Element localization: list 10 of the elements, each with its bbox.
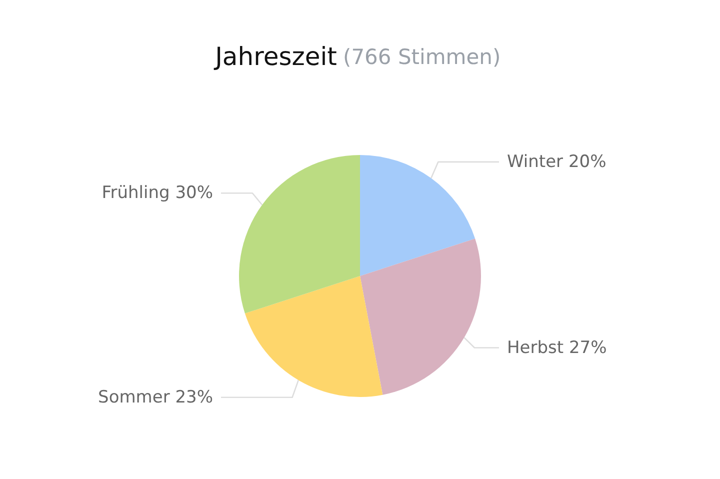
pie-slice bbox=[360, 155, 476, 276]
slice-label: Sommer 23% bbox=[98, 387, 213, 408]
chart-subtitle: (766 Stimmen) bbox=[343, 45, 501, 69]
pie-slice bbox=[239, 155, 360, 314]
slice-label: Winter 20% bbox=[507, 152, 606, 172]
slice-label: Herbst 27% bbox=[507, 338, 607, 358]
pie-slice bbox=[244, 276, 383, 397]
pie-slice bbox=[360, 238, 481, 395]
slice-label: Frühling 30% bbox=[102, 183, 213, 204]
chart-title: Jahreszeit bbox=[213, 42, 338, 71]
